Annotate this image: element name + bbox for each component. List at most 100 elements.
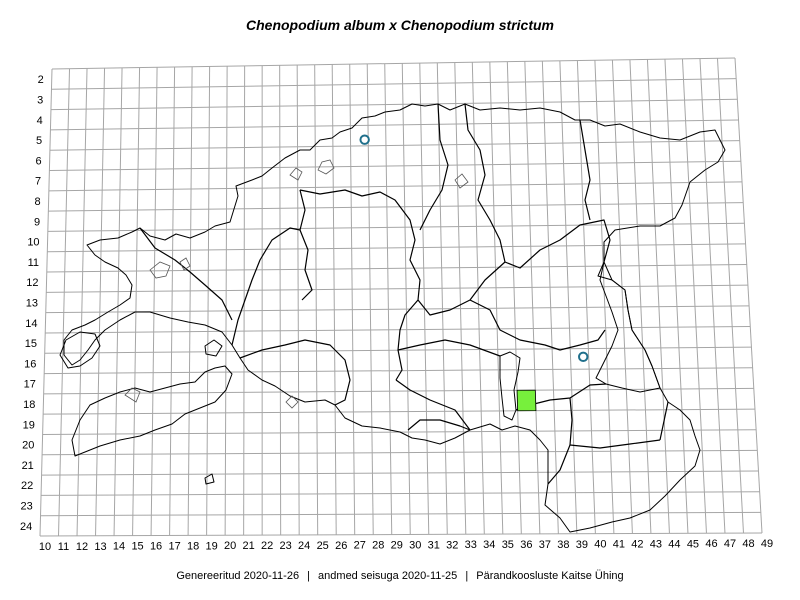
col-tick-label: 31 [428,539,440,551]
col-tick-label: 32 [446,539,458,551]
col-tick-label: 15 [131,541,143,553]
grid-line [716,58,744,534]
row-tick-label: 2 [38,74,44,86]
grid-line [454,62,467,535]
confirmed-square-marker [516,389,537,412]
row-tick-label: 15 [25,338,37,350]
grid-line [349,64,356,535]
grid-line [51,78,737,90]
record-circle-marker [359,134,370,145]
record-circle-marker [578,351,589,363]
grid-line [58,68,71,536]
grid-line [44,367,753,375]
grid-line [243,65,246,536]
grid-line [48,181,743,192]
col-tick-label: 49 [761,538,773,550]
county-boundaries [139,103,669,485]
grid-line [50,119,739,131]
row-tick-label: 14 [25,318,37,330]
col-tick-label: 43 [650,538,662,550]
col-tick-label: 21 [243,540,255,552]
footer-separator: | [307,570,310,582]
col-tick-label: 10 [39,541,51,553]
row-tick-label: 16 [24,358,36,370]
grid-line [206,66,211,536]
island-small [204,473,215,485]
col-tick-label: 40 [594,539,606,551]
grid-line [45,325,751,334]
col-tick-label: 38 [557,539,569,551]
grid-line [47,243,746,253]
row-tick-label: 17 [24,379,36,391]
grid-line [187,66,193,536]
col-tick-label: 34 [483,539,495,551]
grid-line [113,67,123,536]
col-tick-label: 36 [520,539,532,551]
col-tick-label: 27 [354,540,366,552]
col-tick-label: 19 [205,540,217,552]
row-tick-label: 22 [21,480,33,492]
grid-line [471,62,485,535]
grid-line [699,58,726,534]
lake-peipus [595,261,661,393]
col-tick-label: 25 [317,540,329,552]
grid-line [76,68,88,536]
occurrence-records [359,134,589,412]
grid-line [150,67,158,536]
row-tick-label: 6 [36,155,42,167]
col-tick-label: 41 [613,539,625,551]
row-tick-label: 8 [34,196,40,208]
row-tick-label: 11 [28,257,39,269]
grid-line [41,491,760,496]
grid-line [384,63,393,535]
grid-line [436,62,448,535]
col-tick-label: 28 [372,540,384,552]
grid-line [314,64,319,535]
grid-line [95,68,106,536]
col-tick-label: 33 [465,539,477,551]
grid-line [43,408,755,415]
footer-separator: | [465,570,469,582]
grid-line [366,63,374,535]
grid-line [46,264,747,273]
grid-line [489,61,504,535]
grid-line [279,65,282,536]
generated-date: Genereeritud 2020-11-26 [176,570,300,582]
row-tick-label: 9 [34,216,40,228]
grid-line [42,449,758,456]
col-tick-label: 22 [261,540,273,552]
col-tick-label: 42 [631,539,643,551]
col-tick-label: 47 [724,538,736,550]
grid-line [132,67,141,536]
grid-line [40,511,761,517]
grid-line [47,222,745,232]
grid-line [629,59,652,534]
col-tick-label: 17 [168,540,180,552]
row-tick-label: 5 [36,135,42,147]
row-tick-label: 3 [37,94,43,106]
grid-line [41,470,759,476]
grid-line [45,305,750,314]
map-footer: Genereeritud 2020-11-26 | andmed seisuga… [0,570,800,582]
col-tick-label: 48 [742,538,754,550]
grid-line [51,57,736,70]
row-tick-label: 4 [37,115,43,127]
grid-line [611,59,633,534]
grid-line [296,65,300,535]
coast-details [124,159,469,409]
grid-line [49,140,740,151]
country-outline [63,103,726,533]
grid-line [594,60,615,534]
grid-line [506,61,522,535]
grid-line [224,66,228,536]
grid-line [541,61,559,534]
col-tick-label: 26 [335,540,347,552]
grid-line [43,387,754,395]
col-tick-label: 24 [298,540,310,552]
island-saaremaa [71,365,233,457]
grid-line [50,98,738,111]
row-tick-label: 18 [23,399,35,411]
island-muhu [204,339,223,357]
col-tick-label: 45 [687,538,699,550]
